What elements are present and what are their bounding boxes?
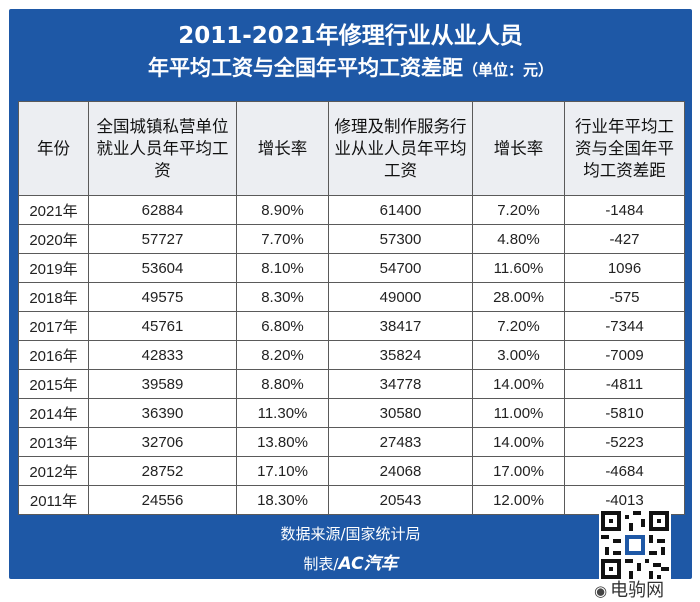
table-cell: 7.20% [472, 311, 565, 341]
table-cell: -427 [564, 224, 685, 254]
table-cell: 57727 [88, 224, 237, 254]
table-credit: 制表/AC汽车 [9, 549, 692, 574]
table-row: 2011年 24556 18.30% 20543 12.00% -4013 [18, 485, 685, 515]
column-header: 全国城镇私营单位就业人员年平均工资 [88, 101, 237, 196]
table-header-row: 年份 全国城镇私营单位就业人员年平均工资 增长率 修理及制作服务行业从业人员年平… [18, 101, 685, 196]
table-cell: 8.80% [236, 369, 329, 399]
table-cell: 39589 [88, 369, 237, 399]
table-cell: 3.00% [472, 340, 565, 370]
table-cell: -4684 [564, 456, 685, 486]
table-cell: 11.00% [472, 398, 565, 428]
table-cell: 24068 [328, 456, 473, 486]
title-line-2: 年平均工资与全国年平均工资差距（单位：元） [9, 53, 692, 85]
table-cell: 14.00% [472, 427, 565, 457]
table-cell: 11.30% [236, 398, 329, 428]
table-cell: 4.80% [472, 224, 565, 254]
table-cell: 12.00% [472, 485, 565, 515]
table-cell: 18.30% [236, 485, 329, 515]
table-row: 2018年 49575 8.30% 49000 28.00% -575 [18, 282, 685, 312]
year-cell: 2011年 [18, 485, 89, 515]
table-cell: 32706 [88, 427, 237, 457]
table-cell: 35824 [328, 340, 473, 370]
table-cell: 14.00% [472, 369, 565, 399]
table-row: 2012年 28752 17.10% 24068 17.00% -4684 [18, 456, 685, 486]
table-cell: -575 [564, 282, 685, 312]
data-source: 数据来源/国家统计局 [280, 525, 421, 543]
table-cell: 57300 [328, 224, 473, 254]
table-cell: 17.00% [472, 456, 565, 486]
table-cell: 8.10% [236, 253, 329, 283]
table-cell: -5223 [564, 427, 685, 457]
table-cell: 20543 [328, 485, 473, 515]
table-row: 2021年 62884 8.90% 61400 7.20% -1484 [18, 195, 685, 225]
table-cell: 49000 [328, 282, 473, 312]
wage-table: 年份 全国城镇私营单位就业人员年平均工资 增长率 修理及制作服务行业从业人员年平… [18, 101, 685, 515]
table-cell: 24556 [88, 485, 237, 515]
year-cell: 2013年 [18, 427, 89, 457]
table-row: 2017年 45761 6.80% 38417 7.20% -7344 [18, 311, 685, 341]
table-body: 2021年 62884 8.90% 61400 7.20% -1484 2020年 57727… [18, 195, 685, 515]
table-cell: -7009 [564, 340, 685, 370]
infographic-card: 2011-2021年修理行业从业人员 年平均工资与全国年平均工资差距（单位：元）… [9, 9, 692, 581]
table-row: 2013年 32706 13.80% 27483 14.00% -5223 [18, 427, 685, 457]
table-cell: -4811 [564, 369, 685, 399]
table-cell: 27483 [328, 427, 473, 457]
table-cell: 13.80% [236, 427, 329, 457]
ac-auto-logo: AC汽车 [338, 554, 398, 574]
qr-code-icon [599, 509, 671, 581]
table-cell: 30580 [328, 398, 473, 428]
table-cell: 6.80% [236, 311, 329, 341]
column-header: 增长率 [472, 101, 565, 196]
table-cell: -1484 [564, 195, 685, 225]
year-cell: 2014年 [18, 398, 89, 428]
title-block: 2011-2021年修理行业从业人员 年平均工资与全国年平均工资差距（单位：元） [9, 21, 692, 85]
title-line-2-text: 年平均工资与全国年平均工资差距 [147, 56, 463, 80]
credit-prefix: 制表/ [303, 555, 339, 573]
table-cell: 53604 [88, 253, 237, 283]
column-header: 增长率 [236, 101, 329, 196]
table-cell: 8.30% [236, 282, 329, 312]
column-header: 年份 [18, 101, 89, 196]
table-row: 2016年 42833 8.20% 35824 3.00% -7009 [18, 340, 685, 370]
table-cell: 7.70% [236, 224, 329, 254]
table-cell: 8.90% [236, 195, 329, 225]
table-cell: 8.20% [236, 340, 329, 370]
table-cell: 54700 [328, 253, 473, 283]
table-cell: 1096 [564, 253, 685, 283]
year-cell: 2021年 [18, 195, 89, 225]
table-row: 2015年 39589 8.80% 34778 14.00% -4811 [18, 369, 685, 399]
table-cell: 45761 [88, 311, 237, 341]
year-cell: 2012年 [18, 456, 89, 486]
column-header: 修理及制作服务行业从业人员年平均工资 [328, 101, 473, 196]
table-cell: 49575 [88, 282, 237, 312]
table-cell: 36390 [88, 398, 237, 428]
table-cell: 28752 [88, 456, 237, 486]
column-header: 行业年平均工资与全国年平均工资差距 [564, 101, 685, 196]
table-cell: -5810 [564, 398, 685, 428]
year-cell: 2019年 [18, 253, 89, 283]
watermark-text: 电驹网 [610, 580, 665, 601]
table-cell: -7344 [564, 311, 685, 341]
year-cell: 2020年 [18, 224, 89, 254]
table-cell: 11.60% [472, 253, 565, 283]
title-line-1: 2011-2021年修理行业从业人员 [178, 23, 523, 49]
year-cell: 2015年 [18, 369, 89, 399]
table-cell: 17.10% [236, 456, 329, 486]
watermark: ◉ 电驹网 [594, 576, 664, 602]
year-cell: 2016年 [18, 340, 89, 370]
table-cell: 38417 [328, 311, 473, 341]
table-cell: 62884 [88, 195, 237, 225]
year-cell: 2017年 [18, 311, 89, 341]
weibo-icon: ◉ [594, 582, 608, 600]
table-row: 2014年 36390 11.30% 30580 11.00% -5810 [18, 398, 685, 428]
year-cell: 2018年 [18, 282, 89, 312]
table-cell: 7.20% [472, 195, 565, 225]
unit-label: （单位：元） [462, 61, 553, 79]
table-cell: 34778 [328, 369, 473, 399]
table-cell: 28.00% [472, 282, 565, 312]
table-row: 2019年 53604 8.10% 54700 11.60% 1096 [18, 253, 685, 283]
table-cell: 42833 [88, 340, 237, 370]
table-row: 2020年 57727 7.70% 57300 4.80% -427 [18, 224, 685, 254]
table-cell: 61400 [328, 195, 473, 225]
